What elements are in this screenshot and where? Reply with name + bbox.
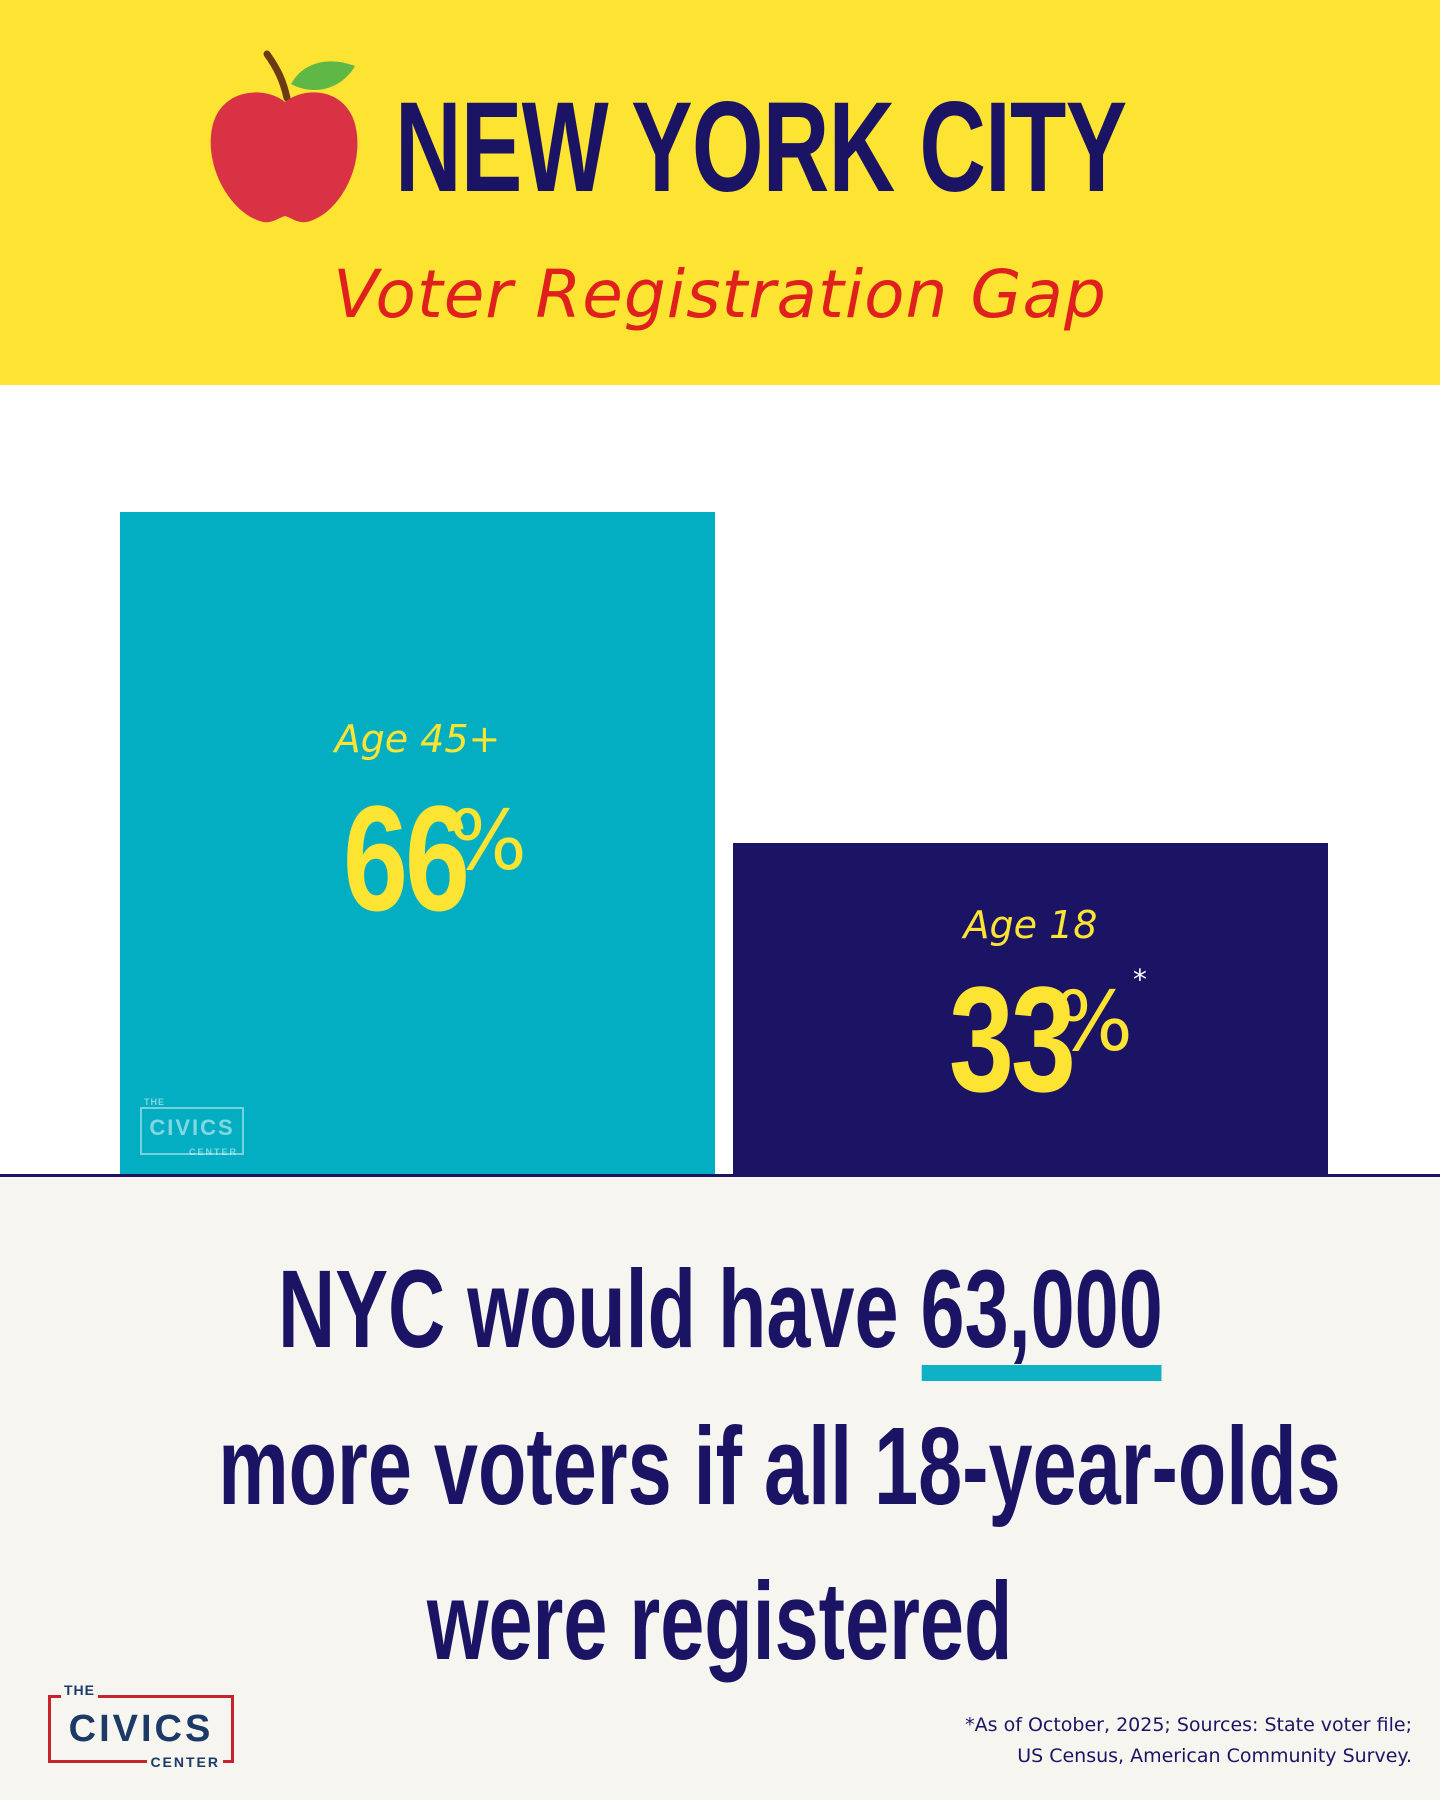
bar-value-label: 33%* — [733, 953, 1328, 1126]
apple-icon — [210, 50, 358, 223]
watermark-the: THE — [144, 1097, 165, 1107]
footnote-asterisk: * — [1132, 963, 1147, 996]
logo-civics: CIVICS — [68, 1708, 214, 1750]
watermark-center: CENTER — [188, 1147, 238, 1157]
bar-value-number: 66 — [343, 774, 470, 942]
page-title: NEW YORK CITY — [395, 76, 1127, 219]
message-line-1: NYC would have 63,000 — [0, 1245, 1440, 1381]
bar-value-label: 66% — [120, 772, 715, 945]
logo-the: THE — [61, 1682, 98, 1698]
message-line-2: more voters if all 18-year-olds — [0, 1402, 1440, 1532]
bar-age-45-plus: Age 45+ 66% THE CIVICS CENTER — [120, 512, 715, 1175]
footnote-line-1: *As of October, 2025; Sources: State vot… — [965, 1714, 1412, 1736]
bar-category-label: Age 45+ — [334, 717, 501, 761]
chart-baseline — [0, 1174, 1440, 1177]
header-banner: NEW YORK CITY Voter Registration Gap — [0, 0, 1440, 385]
bar-value-number: 33 — [949, 955, 1076, 1123]
bar-chart: Age 45+ 66% THE CIVICS CENTER Age 18 33%… — [0, 385, 1440, 1175]
civics-center-logo: THE CIVICS CENTER — [48, 1682, 234, 1770]
footnote-line-2: US Census, American Community Survey. — [1017, 1745, 1412, 1767]
watermark-civics: CIVICS — [149, 1115, 235, 1140]
percent-sign: % — [448, 794, 527, 889]
message-panel: NYC would have 63,000 more voters if all… — [0, 1177, 1440, 1800]
bar-age-18: Age 18 33%* — [733, 843, 1328, 1175]
message-line-3: were registered — [0, 1557, 1440, 1687]
highlighted-number: 63,000 — [920, 1245, 1162, 1381]
source-footnote: *As of October, 2025; Sources: State vot… — [965, 1710, 1412, 1772]
message-prefix: NYC would have — [277, 1248, 921, 1371]
percent-sign: % — [1054, 975, 1133, 1070]
bar-category-label: Age 18 — [963, 903, 1098, 947]
logo-center: CENTER — [147, 1754, 223, 1770]
message-line-3-text: were registered — [427, 1560, 1013, 1683]
page-subtitle: Voter Registration Gap — [333, 256, 1107, 333]
message-line-2-text: more voters if all 18-year-olds — [218, 1405, 1341, 1528]
civics-center-watermark: THE CIVICS CENTER — [140, 1097, 244, 1157]
